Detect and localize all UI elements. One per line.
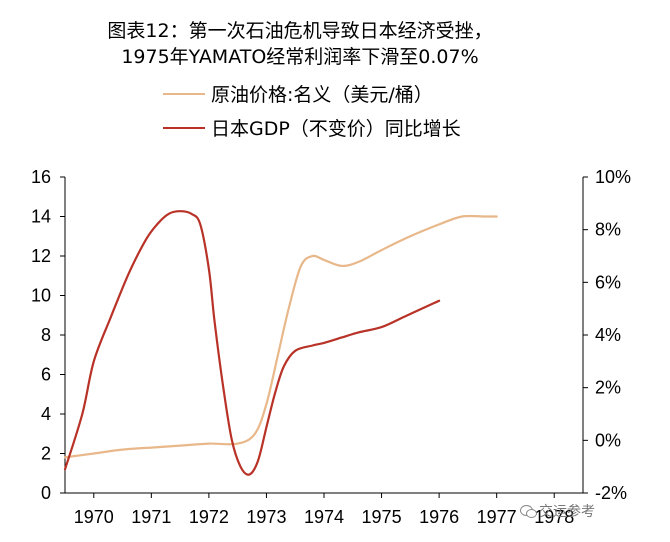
x-tick-label: 1973 [246, 507, 286, 527]
x-tick-label: 1977 [477, 507, 517, 527]
x-tick-label: 1976 [419, 507, 459, 527]
series-line-oil [63, 214, 498, 459]
y-right-tick-label: 4% [595, 325, 621, 345]
legend-item-oil: 原油价格:名义（美元/桶） [163, 80, 433, 107]
y-left-tick-label: 4 [41, 404, 51, 424]
legend-swatch-oil [163, 92, 205, 95]
x-tick-label: 1972 [189, 507, 229, 527]
chart-subtitle: 1975年YAMATO经常利润率下滑至0.07% [121, 46, 479, 68]
y-left-tick-label: 16 [31, 167, 51, 187]
legend-swatch-gdp [163, 126, 205, 129]
x-tick-label: 1974 [304, 507, 344, 527]
y-right-tick-label: 2% [595, 378, 621, 398]
legend-label-gdp: 日本GDP（不变价）同比增长 [211, 118, 461, 140]
y-right-tick-label: 6% [595, 272, 621, 292]
x-tick-label: 1975 [362, 507, 402, 527]
x-tick-label: 1971 [131, 507, 171, 527]
wechat-icon [520, 504, 537, 518]
watermark: 交运参考 [520, 501, 595, 521]
y-right-tick-label: 0% [595, 430, 621, 450]
y-right-tick-label: 10% [595, 167, 631, 187]
watermark-text: 交运参考 [539, 504, 595, 520]
y-left-tick-label: 14 [31, 207, 51, 227]
y-left-tick-label: 6 [41, 365, 51, 385]
x-tick-label: 1978 [534, 507, 574, 527]
y-right-tick-label: 8% [595, 220, 621, 240]
y-left-tick-label: 12 [31, 246, 51, 266]
y-left-tick-label: 8 [41, 325, 51, 345]
legend-item-gdp: 日本GDP（不变价）同比增长 [163, 114, 461, 141]
y-right-tick-label: -2% [595, 483, 627, 503]
y-left-tick-label: 0 [41, 483, 51, 503]
legend-label-oil: 原油价格:名义（美元/桶） [211, 84, 433, 106]
chart-title: 图表12：第一次石油危机导致日本经济受挫， [107, 20, 493, 42]
y-left-tick-label: 2 [41, 444, 51, 464]
series-line-gdp [63, 210, 441, 476]
x-tick-label: 1970 [74, 507, 114, 527]
y-left-tick-label: 10 [31, 286, 51, 306]
